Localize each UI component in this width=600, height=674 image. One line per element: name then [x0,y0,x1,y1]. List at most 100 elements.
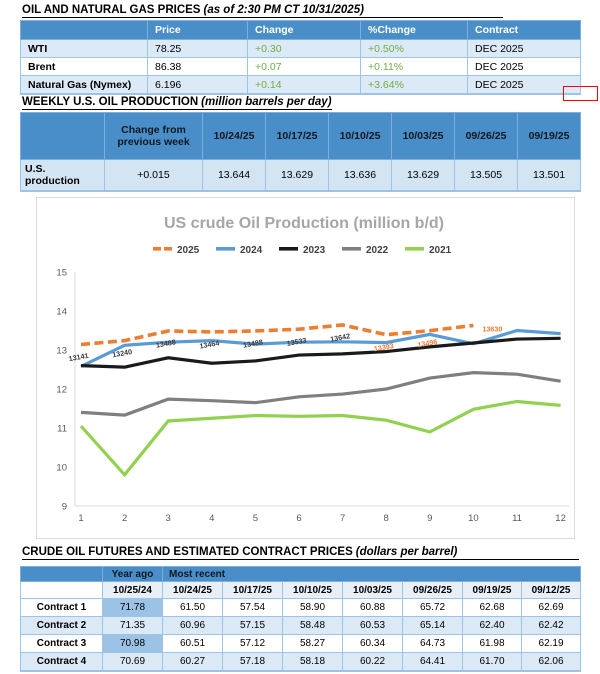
title-text: OIL AND NATURAL GAS PRICES [22,4,201,16]
contract-label: Contract 2 [20,616,103,635]
weekly-table-header: 10/03/25 [391,112,455,160]
contract-price: 58.48 [282,616,343,635]
contract-label: Contract 3 [20,634,103,653]
data-label: 13496 [417,337,438,349]
pct-change-value: +0.11% [360,57,468,76]
table1-head: Price Change %Change Contract [20,20,581,40]
price-row: WTI 78.25 +0.30 +0.50% DEC 2025 [20,39,581,58]
contract-value: DEC 2025 [467,39,581,58]
contract-price: 57.54 [222,598,283,617]
contract-row: Contract 3 70.98 60.51 57.12 58.27 60.34 64.73… [20,634,582,653]
date-header [20,581,103,599]
x-tick-label: 10 [468,513,479,524]
price-table-header: %Change [360,20,468,40]
price-table-header: Price [147,20,248,40]
y-tick-label: 11 [57,424,67,435]
x-tick-label: 5 [253,513,258,524]
production-value: 13.629 [391,159,455,192]
series-line-2025 [80,323,474,347]
weekly-table-header: 10/24/25 [202,112,266,160]
commodity-name: WTI [20,39,148,58]
data-label: 13141 [68,351,89,363]
year-ago-price: 70.69 [102,652,163,672]
legend-swatch-2025 [153,247,161,251]
year-ago-header: Year ago [102,566,163,582]
x-tick-label: 9 [427,513,432,524]
title-subtext: (as of 2:30 PM CT 10/31/2025) [203,4,364,16]
price-value: 86.38 [147,57,248,76]
y-tick-label: 14 [56,307,67,318]
x-tick-label: 2 [122,513,127,524]
oil-gas-prices-table: Price Change %Change Contract WTI 78.25 +0.30… [20,20,581,95]
contract-price: 60.96 [162,616,223,635]
data-label: 13642 [330,331,351,343]
contract-price: 64.41 [402,652,463,672]
legend-label-2021: 2021 [429,245,452,256]
title-text: WEEKLY U.S. OIL PRODUCTION [22,96,199,108]
contract-row: Contract 2 71.35 60.96 57.15 58.48 60.53 65.14… [20,616,582,635]
title-subtext: (dollars per barrel) [355,546,458,558]
x-tick-label: 11 [512,513,522,524]
legend-label-2023: 2023 [303,245,326,256]
contract-row: Contract 1 71.78 61.50 57.54 58.90 60.88 65.72… [20,598,582,617]
production-value: 13.636 [328,159,392,192]
contract-price: 62.19 [520,634,582,653]
date-header: 09/12/25 [520,581,582,599]
contract-price: 58.90 [282,598,343,617]
y-tick-label: 12 [56,385,67,396]
date-header: 09/26/25 [402,581,463,599]
weekly-table-header: Change from previous week [104,112,203,160]
chart-title: US crude Oil Production (million b/d) [164,215,444,232]
futures-prices-title: CRUDE OIL FUTURES AND ESTIMATED CONTRACT… [22,546,579,560]
contract-price: 58.27 [282,634,343,653]
oil-gas-prices-title: OIL AND NATURAL GAS PRICES (as of 2:30 PM… [22,4,503,18]
data-label: 13533 [286,336,307,348]
data-label: 13488 [155,337,176,349]
contract-price: 60.53 [342,616,403,635]
contract-price: 61.50 [162,598,223,617]
contract-price: 64.73 [402,634,463,653]
date-header: 09/19/25 [462,581,522,599]
data-label: 13488 [242,337,263,349]
commodity-name: Natural Gas (Nymex) [20,75,148,95]
red-annotation-box [563,86,598,101]
pct-change-value: +3.64% [360,75,468,95]
title-text: CRUDE OIL FUTURES AND ESTIMATED CONTRACT… [22,546,353,558]
production-value: +0.015 [104,159,203,192]
weekly-table-header: 09/19/25 [517,112,581,160]
contract-price: 60.88 [342,598,403,617]
y-tick-label: 15 [56,268,67,279]
date-header: 10/25/24 [102,581,163,599]
contract-price: 60.51 [162,634,223,653]
x-tick-label: 12 [555,513,566,524]
legend-swatch-2022 [342,247,361,251]
chart-svg: US crude Oil Production (million b/d) 202… [56,215,569,524]
contract-price: 57.15 [222,616,283,635]
legend-swatch-2023 [279,247,298,251]
contract-price: 62.69 [520,598,582,617]
legend-swatch-2021 [405,247,424,251]
series-line-2023 [80,336,561,369]
production-value: 13.644 [202,159,266,192]
title-subtext: (million barrels per day) [201,96,332,108]
contract-price: 62.40 [462,616,522,635]
x-tick-label: 1 [78,513,83,524]
x-tick-label: 6 [296,513,301,524]
production-value: 13.501 [517,159,581,192]
contract-price: 60.34 [342,634,403,653]
y-tick-label: 9 [62,502,67,513]
contract-price: 58.18 [282,652,343,672]
price-row: Brent 86.38 +0.07 +0.11% DEC 2025 [20,57,581,76]
futures-prices-table: Year ago Most recent 10/25/24 10/24/25 10/17… [20,566,582,672]
production-value: 13.629 [265,159,329,192]
legend-label-2025: 2025 [177,245,200,256]
series-line-2021 [79,399,561,478]
contract-price: 61.70 [462,652,522,672]
contract-price: 57.18 [222,652,283,672]
contract-price: 62.42 [520,616,582,635]
x-tick-label: 8 [384,513,389,524]
production-value: 13.505 [454,159,518,192]
year-ago-price: 70.98 [102,634,163,653]
table2-body: U.S. production +0.015 13.644 13.629 13.636 1… [20,159,581,192]
year-ago-price: 71.78 [102,598,163,617]
